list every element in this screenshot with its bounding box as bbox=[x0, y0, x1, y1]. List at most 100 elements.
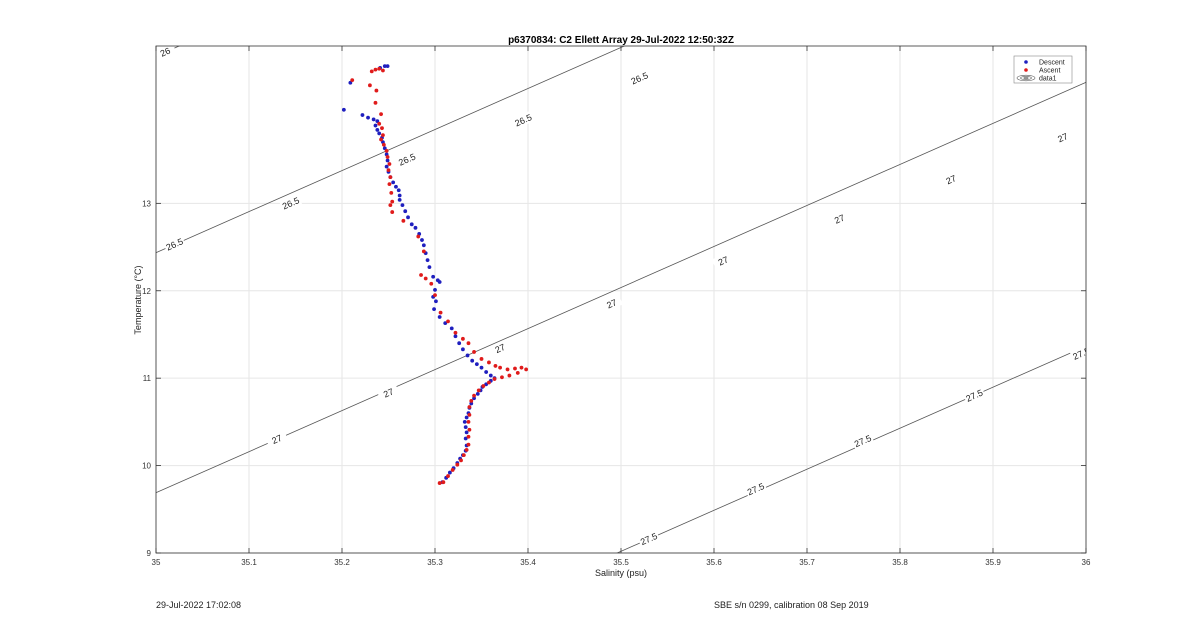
svg-text:26: 26 bbox=[159, 46, 172, 59]
contour-label: 27 bbox=[1051, 128, 1074, 147]
x-tick-label: 36 bbox=[1082, 558, 1091, 567]
descent-point bbox=[484, 370, 489, 374]
ascent-point bbox=[459, 458, 463, 463]
ascent-point bbox=[461, 336, 465, 341]
descent-point bbox=[409, 222, 414, 227]
ascent-point bbox=[429, 281, 434, 286]
ascent-point bbox=[479, 357, 484, 361]
descent-point bbox=[400, 203, 405, 207]
ascent-point bbox=[469, 399, 474, 403]
ascent-point bbox=[513, 366, 517, 371]
descent-point bbox=[375, 128, 380, 132]
descent-point bbox=[433, 287, 437, 292]
descent-point bbox=[437, 280, 442, 284]
ascent-point bbox=[350, 78, 355, 82]
descent-point bbox=[470, 358, 475, 363]
ascent-point bbox=[373, 100, 378, 105]
descent-point bbox=[488, 373, 493, 378]
ascent-point bbox=[377, 121, 382, 126]
descent-point bbox=[457, 341, 462, 346]
descent-point bbox=[469, 401, 474, 406]
legend-marker-ascent bbox=[1024, 68, 1028, 72]
descent-point bbox=[472, 396, 476, 401]
ascent-point bbox=[388, 203, 393, 207]
ascent-point bbox=[446, 474, 450, 478]
ascent-point bbox=[390, 210, 395, 214]
contour-label: 27 bbox=[488, 338, 512, 358]
legend-label-ascent: Ascent bbox=[1039, 68, 1060, 75]
ascent-point bbox=[369, 69, 374, 74]
ascent-point bbox=[466, 442, 471, 447]
ascent-point bbox=[524, 367, 529, 372]
descent-point bbox=[443, 321, 448, 326]
descent-point bbox=[413, 225, 418, 230]
ascent-point bbox=[500, 375, 504, 380]
ascent-point bbox=[467, 412, 472, 417]
ascent-point bbox=[481, 384, 486, 388]
contour-label: 27 bbox=[711, 251, 735, 270]
ascent-point bbox=[381, 133, 385, 138]
isopycnal-27 bbox=[156, 81, 1086, 494]
descent-point bbox=[385, 64, 390, 69]
ascent-point bbox=[505, 367, 510, 372]
descent-point bbox=[431, 274, 436, 279]
ascent-point bbox=[373, 67, 378, 72]
descent-point bbox=[421, 243, 426, 248]
ascent-point bbox=[472, 393, 476, 398]
y-tick-label: 13 bbox=[142, 199, 151, 208]
ascent-point bbox=[416, 234, 421, 239]
ascent-point bbox=[379, 137, 383, 142]
ascent-point bbox=[388, 175, 393, 180]
ascent-point bbox=[386, 168, 391, 173]
footer-timestamp: 29-Jul-2022 17:02:08 bbox=[156, 600, 242, 610]
contour-label: 27 bbox=[265, 429, 289, 448]
svg-text:27: 27 bbox=[1056, 131, 1069, 144]
svg-text:27: 27 bbox=[493, 342, 506, 355]
svg-text:27: 27 bbox=[945, 173, 958, 186]
contour-label: 27 bbox=[376, 383, 400, 402]
ascent-point bbox=[466, 419, 471, 424]
ascent-point bbox=[498, 365, 502, 370]
plot-area: 2626.526.526.526.526.5272727272727272727… bbox=[142, 45, 1091, 567]
descent-point bbox=[406, 215, 410, 220]
ascent-point bbox=[380, 126, 384, 131]
legend-marker-descent bbox=[1024, 60, 1028, 64]
descent-point bbox=[403, 209, 408, 214]
ascent-point bbox=[374, 88, 379, 93]
ascent-point bbox=[437, 481, 442, 485]
descent-point bbox=[484, 382, 489, 387]
ascent-point bbox=[390, 199, 395, 204]
x-tick-label: 35.6 bbox=[706, 558, 722, 567]
ascent-point bbox=[438, 310, 443, 315]
descent-point bbox=[382, 64, 387, 69]
x-tick-label: 35.5 bbox=[613, 558, 629, 567]
legend-label-data1: data1 bbox=[1039, 76, 1057, 83]
x-tick-label: 35.1 bbox=[241, 558, 257, 567]
descent-point bbox=[461, 347, 465, 352]
ascent-point bbox=[423, 276, 428, 281]
series-descent bbox=[341, 64, 497, 485]
svg-text:27: 27 bbox=[270, 433, 283, 446]
ascent-point bbox=[461, 453, 466, 457]
ascent-point bbox=[377, 66, 382, 71]
x-tick-label: 35.2 bbox=[334, 558, 350, 567]
x-tick-label: 35.8 bbox=[892, 558, 908, 567]
ascent-point bbox=[507, 373, 512, 378]
y-tick-label: 9 bbox=[147, 549, 152, 558]
ascent-point bbox=[466, 434, 471, 439]
descent-point bbox=[375, 119, 380, 124]
x-tick-label: 35.4 bbox=[520, 558, 536, 567]
descent-point bbox=[394, 184, 398, 189]
descent-point bbox=[449, 326, 454, 331]
y-tick-label: 10 bbox=[142, 462, 151, 471]
ascent-point bbox=[476, 388, 481, 393]
ascent-point bbox=[419, 273, 423, 277]
descent-point bbox=[384, 164, 389, 169]
series-ascent bbox=[350, 66, 529, 485]
ascent-point bbox=[368, 83, 372, 88]
svg-text:27: 27 bbox=[833, 212, 846, 225]
descent-point bbox=[462, 419, 467, 424]
ascent-point bbox=[487, 360, 491, 365]
